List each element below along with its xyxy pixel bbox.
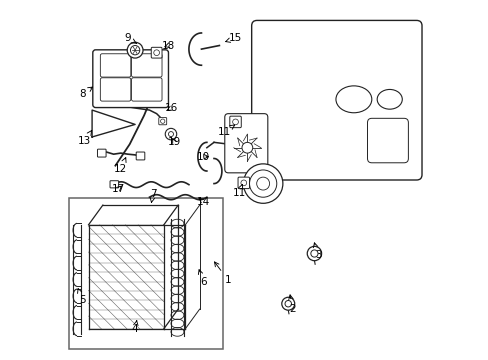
Circle shape [306, 246, 321, 261]
FancyBboxPatch shape [229, 116, 241, 128]
Circle shape [153, 50, 159, 55]
FancyBboxPatch shape [238, 177, 249, 189]
FancyBboxPatch shape [110, 181, 119, 188]
Text: 11: 11 [232, 184, 245, 198]
Text: 9: 9 [124, 33, 136, 44]
FancyBboxPatch shape [100, 78, 131, 101]
Text: 15: 15 [225, 33, 242, 43]
FancyBboxPatch shape [97, 149, 106, 157]
Text: 10: 10 [196, 152, 209, 162]
Text: 2: 2 [288, 295, 296, 314]
Circle shape [127, 42, 142, 58]
Text: 14: 14 [196, 197, 209, 207]
Circle shape [241, 180, 246, 186]
Circle shape [130, 45, 140, 55]
Circle shape [243, 164, 282, 203]
Text: 12: 12 [114, 158, 127, 174]
Circle shape [281, 297, 294, 310]
Bar [69, 198, 223, 348]
Text: 7: 7 [149, 189, 156, 202]
Text: 3: 3 [313, 243, 321, 260]
Text: 6: 6 [198, 270, 206, 287]
Circle shape [160, 119, 164, 123]
Text: 5: 5 [78, 288, 85, 305]
Text: 18: 18 [162, 41, 175, 50]
Circle shape [310, 250, 317, 257]
FancyBboxPatch shape [93, 50, 168, 108]
FancyBboxPatch shape [367, 118, 407, 163]
FancyBboxPatch shape [136, 152, 144, 160]
Circle shape [285, 301, 291, 307]
Text: 1: 1 [214, 262, 231, 285]
Text: 8: 8 [79, 87, 92, 99]
Circle shape [256, 177, 269, 190]
Ellipse shape [335, 86, 371, 113]
FancyBboxPatch shape [151, 47, 162, 58]
Text: 17: 17 [111, 184, 124, 194]
FancyBboxPatch shape [131, 78, 162, 101]
Text: 16: 16 [164, 103, 177, 113]
Text: 19: 19 [167, 138, 181, 147]
Circle shape [249, 170, 276, 197]
FancyBboxPatch shape [159, 118, 166, 125]
FancyBboxPatch shape [131, 54, 162, 77]
Text: 11: 11 [218, 125, 234, 136]
FancyBboxPatch shape [100, 54, 131, 77]
Circle shape [168, 132, 173, 136]
Circle shape [165, 129, 176, 140]
Circle shape [232, 119, 238, 125]
Text: 4: 4 [132, 321, 138, 334]
Ellipse shape [376, 89, 402, 109]
FancyBboxPatch shape [224, 114, 267, 173]
Circle shape [242, 142, 252, 153]
Text: 13: 13 [78, 130, 92, 145]
FancyBboxPatch shape [251, 21, 421, 180]
